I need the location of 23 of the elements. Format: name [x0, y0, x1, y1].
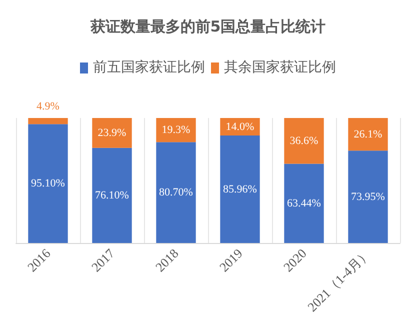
bar	[28, 124, 68, 243]
data-label: 14.0%	[226, 120, 254, 133]
bar	[28, 118, 68, 124]
data-label: 26.1%	[354, 128, 382, 140]
data-label: 76.10%	[95, 189, 129, 202]
bar	[156, 142, 196, 243]
data-label: 36.6%	[290, 134, 318, 147]
legend-label: 前五国家获证比例	[93, 60, 205, 76]
data-label: 63.44%	[287, 197, 321, 210]
chart-title: 获证数量最多的前5国总量占比统计	[89, 18, 326, 36]
bar	[348, 150, 388, 243]
data-label: 80.70%	[159, 186, 193, 199]
bar	[220, 136, 260, 243]
data-label: 19.3%	[162, 124, 190, 136]
data-label: 85.96%	[223, 183, 257, 196]
data-label: 23.9%	[98, 126, 126, 139]
x-tick-label: 2021（1-4月）	[304, 246, 374, 314]
data-label: 73.95%	[351, 190, 385, 203]
bar	[92, 148, 132, 243]
bar	[284, 164, 324, 243]
data-label: 4.9%	[36, 100, 60, 112]
data-label: 95.10%	[31, 178, 65, 190]
legend-label: 其余国家获证比例	[224, 60, 336, 76]
